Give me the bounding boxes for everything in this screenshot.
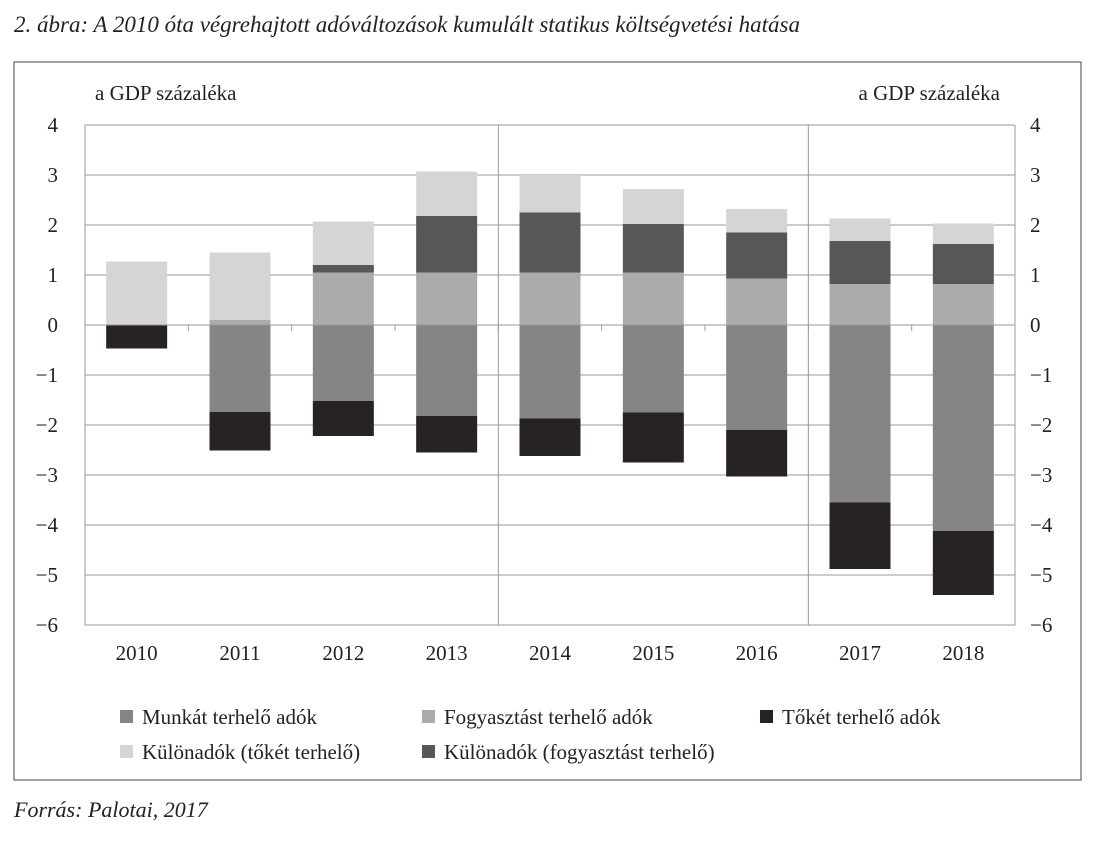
chart-frame [13, 61, 1082, 781]
y-axis-label-left: a GDP százaléka [95, 81, 237, 105]
legend-label: Munkát terhelő adók [142, 705, 317, 729]
bar-segment [932, 531, 994, 595]
x-tick-label: 2011 [219, 641, 260, 665]
y-tick-label-right: −4 [1030, 513, 1053, 537]
bar-segment [932, 325, 994, 531]
y-axis-label-right: a GDP százaléka [859, 81, 1001, 105]
bar-segment [726, 232, 788, 279]
bar-segment [106, 261, 168, 325]
x-tick-label: 2016 [736, 641, 778, 665]
legend-swatch [120, 745, 133, 758]
bar-segment [416, 272, 478, 325]
figure-source: Forrás: Palotai, 2017 [14, 797, 208, 822]
bar-segment [416, 325, 478, 416]
bar-segment [622, 224, 684, 273]
bar-segment [829, 502, 891, 569]
legend-label: Tőkét terhelő adók [782, 705, 941, 729]
bar-segment [312, 221, 374, 265]
y-tick-label-left: 0 [48, 313, 59, 337]
bar-segment [726, 278, 788, 325]
bar-segment [726, 325, 788, 430]
bar-segment [519, 418, 581, 456]
y-tick-label-left: −3 [36, 463, 58, 487]
x-tick-label: 2015 [632, 641, 674, 665]
bar-segment [829, 241, 891, 284]
legend-label: Fogyasztást terhelő adók [444, 705, 653, 729]
bar-segment [519, 325, 581, 419]
bar-segment [932, 223, 994, 244]
y-tick-label-left: −4 [36, 513, 59, 537]
y-tick-label-right: −2 [1030, 413, 1052, 437]
y-tick-label-right: −5 [1030, 563, 1052, 587]
x-tick-label: 2017 [839, 641, 881, 665]
x-tick-label: 2018 [942, 641, 984, 665]
y-tick-label-right: −6 [1030, 613, 1052, 637]
legend-swatch [422, 710, 435, 723]
figure-title: 2. ábra: A 2010 óta végrehajtott adóvált… [14, 12, 800, 37]
x-tick-label: 2012 [322, 641, 364, 665]
y-tick-label-right: −1 [1030, 363, 1052, 387]
bar-segment [519, 272, 581, 325]
y-tick-label-left: −6 [36, 613, 58, 637]
legend-swatch [120, 710, 133, 723]
bar-segment [416, 416, 478, 453]
bar-segment [622, 189, 684, 224]
bar-segment [519, 175, 581, 213]
bar-segment [416, 171, 478, 216]
bar-segment [932, 244, 994, 284]
y-tick-label-left: −5 [36, 563, 58, 587]
bar-segment [312, 272, 374, 325]
bar-segment [312, 325, 374, 401]
legend-swatch [422, 745, 435, 758]
bar-segment [622, 325, 684, 413]
x-tick-label: 2010 [116, 641, 158, 665]
bar-segment [416, 216, 478, 273]
y-tick-label-right: −3 [1030, 463, 1052, 487]
bar-segment [209, 320, 271, 325]
x-tick-label: 2014 [529, 641, 572, 665]
bar-segment [622, 272, 684, 325]
y-tick-label-left: −1 [36, 363, 58, 387]
bar-segment [519, 212, 581, 273]
y-tick-label-left: 4 [48, 113, 59, 137]
legend-swatch [760, 710, 773, 723]
y-tick-label-right: 2 [1030, 213, 1041, 237]
bar-segment [106, 325, 168, 349]
bar-segment [209, 252, 271, 320]
y-tick-label-left: 3 [48, 163, 59, 187]
y-tick-label-right: 0 [1030, 313, 1041, 337]
bar-segment [726, 430, 788, 477]
x-tick-label: 2013 [426, 641, 468, 665]
y-tick-label-right: 1 [1030, 263, 1041, 287]
bar-segment [209, 412, 271, 451]
bar-segment [622, 412, 684, 463]
bar-segment [829, 218, 891, 241]
bar-segment [726, 209, 788, 233]
bar-segment [312, 265, 374, 273]
y-tick-label-right: 3 [1030, 163, 1041, 187]
bar-segment [932, 284, 994, 325]
bar-segment [312, 401, 374, 436]
y-tick-label-left: 2 [48, 213, 59, 237]
y-tick-label-right: 4 [1030, 113, 1041, 137]
y-tick-label-left: −2 [36, 413, 58, 437]
bar-segment [829, 284, 891, 325]
bar-segment [209, 325, 271, 412]
bar-segment [829, 325, 891, 503]
legend-label: Különadók (tőkét terhelő) [142, 740, 360, 764]
legend-label: Különadók (fogyasztást terhelő) [444, 740, 715, 764]
y-tick-label-left: 1 [48, 263, 59, 287]
